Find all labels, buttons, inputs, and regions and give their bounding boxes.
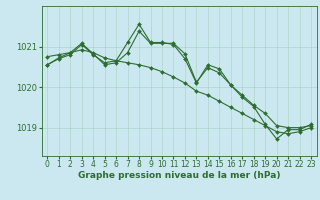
X-axis label: Graphe pression niveau de la mer (hPa): Graphe pression niveau de la mer (hPa) <box>78 171 280 180</box>
